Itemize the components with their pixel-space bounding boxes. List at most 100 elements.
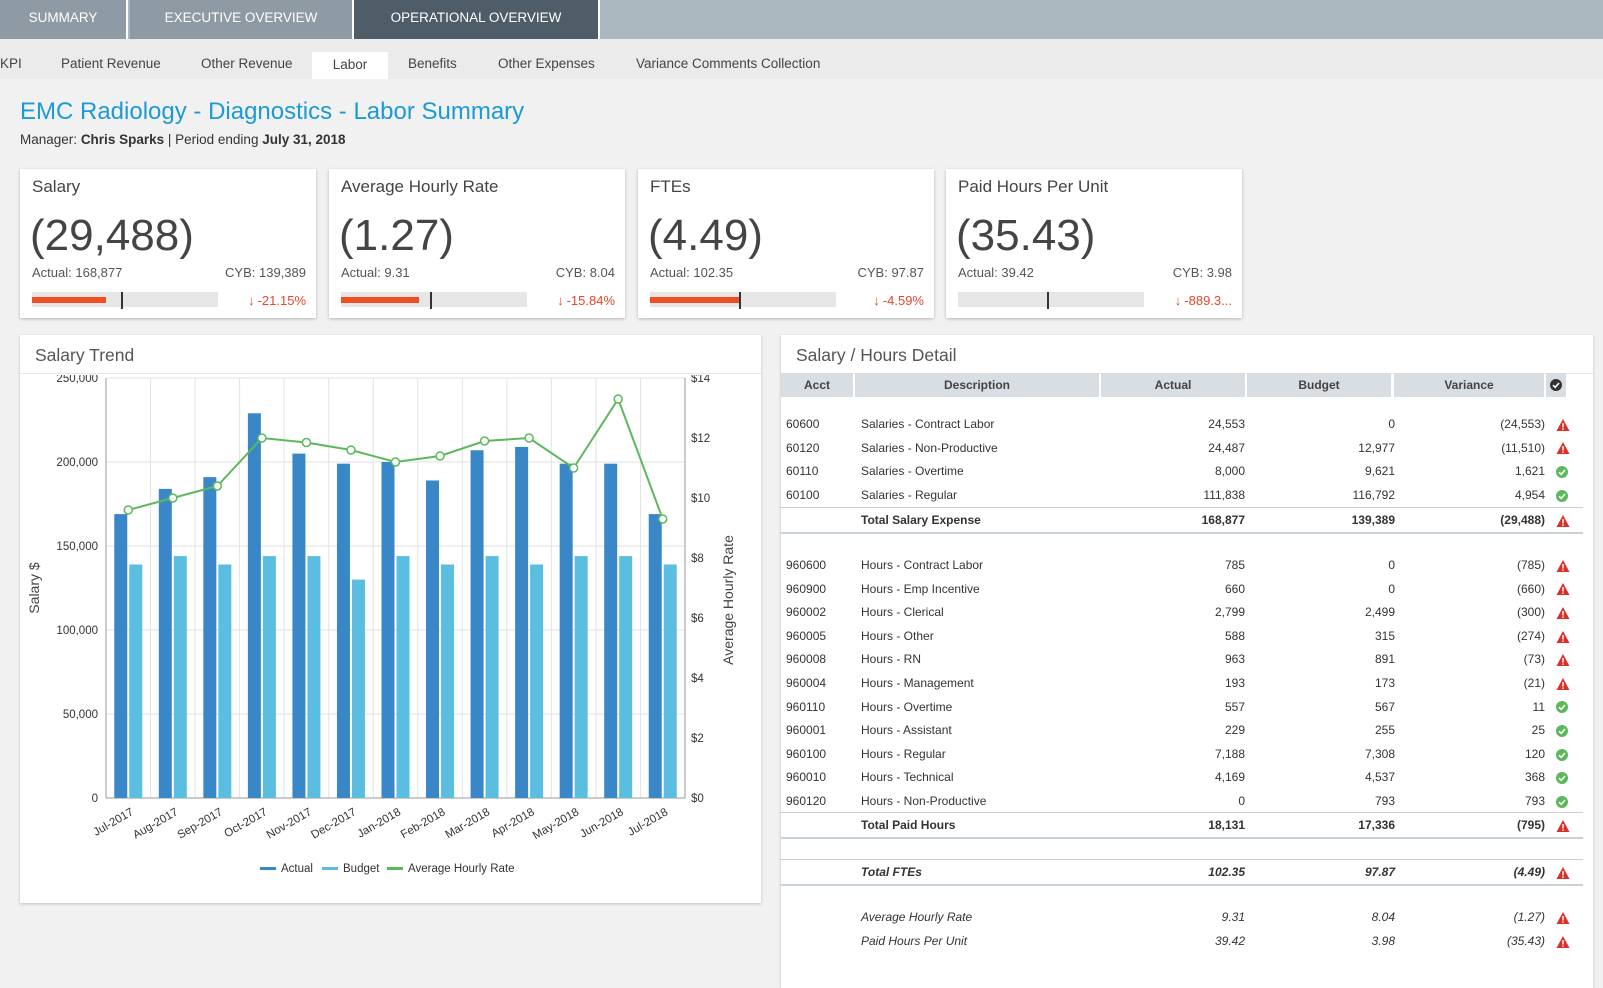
table-total-row: Average Hourly Rate 9.31 8.04 (1.27) — [781, 905, 1583, 929]
point-average-hourly-rate — [390, 457, 401, 467]
column-header-budget[interactable]: Budget — [1247, 373, 1391, 397]
y2-tick-label: $6 — [691, 613, 704, 625]
description-cell: Hours - RN — [861, 652, 922, 667]
kpi-card-title: Salary — [32, 177, 81, 196]
y2-tick-label: $0 — [691, 793, 704, 805]
acct-cell: 960005 — [786, 628, 827, 643]
budget-cell: 0 — [1388, 417, 1395, 431]
table-row: 960008 Hours - RN 963 891 (73) — [781, 647, 1583, 671]
acct-cell: 60120 — [786, 440, 820, 455]
point-average-hourly-rate — [435, 451, 445, 461]
check-circle-icon — [1556, 725, 1568, 738]
table-row: 960002 Hours - Clerical 2,799 2,499 (300) — [781, 600, 1583, 624]
variance-cell: 4,954 — [1514, 487, 1545, 502]
kpi-card-cyb: CYB: 8.04 — [555, 265, 615, 280]
description-cell: Total Salary Expense — [861, 513, 981, 527]
bar-actual — [158, 488, 172, 798]
kpi-card-actual: Actual: 168,877 — [32, 265, 123, 280]
kpi-card-paid-hours-per-unit[interactable]: Paid Hours Per Unit (35.43) Actual: 39.42 C… — [946, 169, 1242, 318]
budget-cell: 315 — [1374, 628, 1395, 643]
actual-cell: 168,877 — [1201, 513, 1245, 527]
budget-cell: 567 — [1374, 699, 1395, 714]
point-average-hourly-rate — [524, 433, 534, 443]
subtab-kpi[interactable]: KPI — [0, 56, 22, 71]
kpi-card-salary[interactable]: Salary (29,488) Actual: 168,877 CYB: 139,38… — [20, 169, 316, 318]
manager-label: Manager: — [20, 132, 78, 147]
acct-cell: 960110 — [786, 699, 826, 714]
page-subtitle: Manager: Chris Sparks | Period ending Ju… — [20, 132, 346, 147]
warning-icon — [1556, 866, 1570, 879]
subtab-benefits[interactable]: Benefits — [408, 56, 457, 71]
variance-cell: (4.49) — [1513, 865, 1545, 879]
actual-cell: 660 — [1224, 581, 1245, 596]
table-row: 960120 Hours - Non-Productive 0 793 793 — [781, 789, 1583, 813]
bar-actual — [515, 446, 529, 798]
warning-icon — [1556, 418, 1570, 431]
kpi-card-percent: ↓ -15.84% — [557, 293, 615, 308]
subtab-variance-comments-collection[interactable]: Variance Comments Collection — [636, 56, 821, 71]
column-header-variance[interactable]: Variance — [1394, 373, 1544, 397]
kpi-card-ftes[interactable]: FTEs (4.49) Actual: 102.35 CYB: 97.87 ↓ -4.59… — [638, 169, 934, 318]
y2-axis-title: Average Hourly Rate — [720, 535, 736, 665]
subtab-other-revenue[interactable]: Other Revenue — [201, 56, 293, 71]
tab-operational-overview[interactable]: OPERATIONAL OVERVIEW — [354, 0, 600, 39]
kpi-card-average-hourly-rate[interactable]: Average Hourly Rate (1.27) Actual: 9.31 CYB… — [329, 169, 625, 318]
bar-actual — [470, 450, 484, 798]
table-row: 60100 Salaries - Regular 111,838 116,792 4,9… — [781, 483, 1583, 507]
subtab-patient-revenue[interactable]: Patient Revenue — [61, 56, 161, 71]
y2-tick-label: $10 — [691, 493, 710, 505]
kpi-card-cyb: CYB: 139,389 — [225, 265, 306, 280]
warning-icon — [1556, 911, 1570, 924]
variance-cell: 120 — [1524, 746, 1545, 761]
table-row: 60110 Salaries - Overtime 8,000 9,621 1,621 — [781, 459, 1583, 483]
subtab-other-expenses[interactable]: Other Expenses — [498, 56, 595, 71]
x-tick-label: Sep-2017 — [176, 806, 225, 841]
variance-cell: 793 — [1524, 794, 1545, 808]
bar-budget — [218, 564, 232, 798]
tab-executive-overview[interactable]: EXECUTIVE OVERVIEW — [130, 0, 354, 39]
check-circle-icon — [1556, 795, 1568, 808]
acct-cell: 960120 — [786, 794, 827, 808]
kpi-progress-fill — [650, 297, 740, 303]
column-header-description[interactable]: Description — [855, 373, 1099, 397]
variance-cell: (300) — [1516, 605, 1545, 620]
table-row: 960600 Hours - Contract Labor 785 0 (785) — [781, 553, 1583, 577]
status-column-header[interactable] — [1546, 373, 1566, 397]
column-header-acct[interactable]: Acct — [781, 373, 853, 397]
x-tick-label: Dec-2017 — [309, 806, 358, 841]
description-cell: Hours - Management — [861, 676, 974, 690]
description-cell: Total Paid Hours — [861, 818, 956, 832]
column-header-actual[interactable]: Actual — [1101, 373, 1245, 397]
x-tick-label: May-2018 — [531, 806, 581, 842]
subtab-labor[interactable]: Labor — [312, 52, 388, 79]
actual-cell: 39.42 — [1214, 934, 1245, 948]
y2-tick-label: $12 — [691, 433, 710, 445]
actual-cell: 4,169 — [1214, 770, 1245, 785]
kpi-target-marker — [739, 292, 742, 309]
kpi-card-actual: Actual: 102.35 — [650, 265, 734, 280]
variance-cell: (35.43) — [1506, 934, 1545, 948]
kpi-card-actual: Actual: 9.31 — [341, 265, 410, 280]
warning-icon — [1556, 630, 1570, 643]
budget-cell: 8.04 — [1371, 910, 1395, 924]
x-tick-label: Jul-2017 — [92, 806, 136, 838]
kpi-progress-bar — [32, 292, 218, 309]
bar-actual — [604, 463, 618, 798]
bar-budget — [574, 556, 588, 798]
bar-budget — [307, 556, 321, 798]
tab-summary[interactable]: SUMMARY — [0, 0, 128, 39]
y-tick-label: 150,000 — [56, 541, 98, 553]
variance-cell: (73) — [1523, 652, 1545, 667]
kpi-percent-value: -15.84% — [566, 293, 615, 308]
point-average-hourly-rate — [257, 433, 267, 443]
salary-trend-title: Salary Trend — [35, 345, 135, 365]
salary-trend-panel: Salary Trend 0 50,000 100,000 150,000 200,00… — [20, 335, 761, 903]
y2-tick-label: $2 — [691, 733, 704, 745]
divider — [20, 373, 761, 374]
table-row: 960005 Hours - Other 588 315 (274) — [781, 624, 1583, 648]
x-tick-label: Jan-2018 — [355, 806, 403, 840]
y2-tick-label: $4 — [691, 673, 704, 685]
bar-actual — [247, 413, 261, 798]
variance-cell: (21) — [1523, 676, 1545, 690]
kpi-card-value: (1.27) — [339, 211, 454, 260]
